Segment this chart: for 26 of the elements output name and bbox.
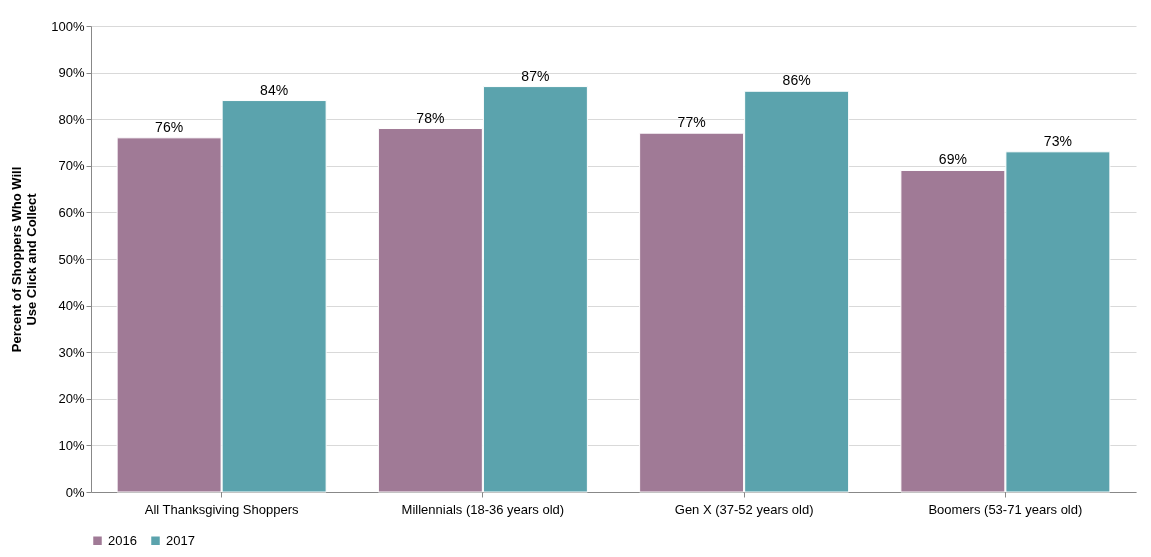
data-label: 78% — [416, 109, 445, 126]
y-tick-label: 80% — [58, 111, 85, 127]
data-label: 69% — [938, 151, 967, 168]
y-tick-label: 0% — [65, 484, 85, 500]
data-label: 77% — [677, 114, 706, 131]
data-label: 76% — [155, 118, 184, 135]
y-tick-label: 90% — [58, 65, 85, 81]
data-label: 73% — [1043, 132, 1072, 149]
legend-label: 2017 — [166, 532, 195, 548]
legend-label: 2016 — [108, 532, 137, 548]
data-label: 86% — [782, 72, 811, 89]
y-tick-label: 100% — [51, 18, 85, 34]
x-tick-label: Boomers (53-71 years old) — [928, 501, 1083, 517]
y-tick-label: 60% — [58, 204, 85, 220]
y-tick-label: 10% — [58, 437, 85, 453]
y-tick-label: 70% — [58, 158, 85, 174]
x-tick-label: Millennials (18-36 years old) — [401, 501, 565, 517]
y-tick-label: 30% — [58, 344, 85, 360]
y-tick-label: 50% — [58, 251, 85, 267]
y-tick-label: 40% — [58, 298, 85, 314]
y-axis-title: Percent of Shoppers Who Will Use Click and Collect — [9, 166, 40, 353]
data-label: 87% — [521, 67, 550, 84]
y-tick-label: 20% — [58, 391, 85, 407]
x-tick-label: All Thanksgiving Shoppers — [144, 501, 299, 517]
data-label: 84% — [260, 81, 289, 98]
x-tick-label: Gen X (37-52 years old) — [674, 501, 814, 517]
